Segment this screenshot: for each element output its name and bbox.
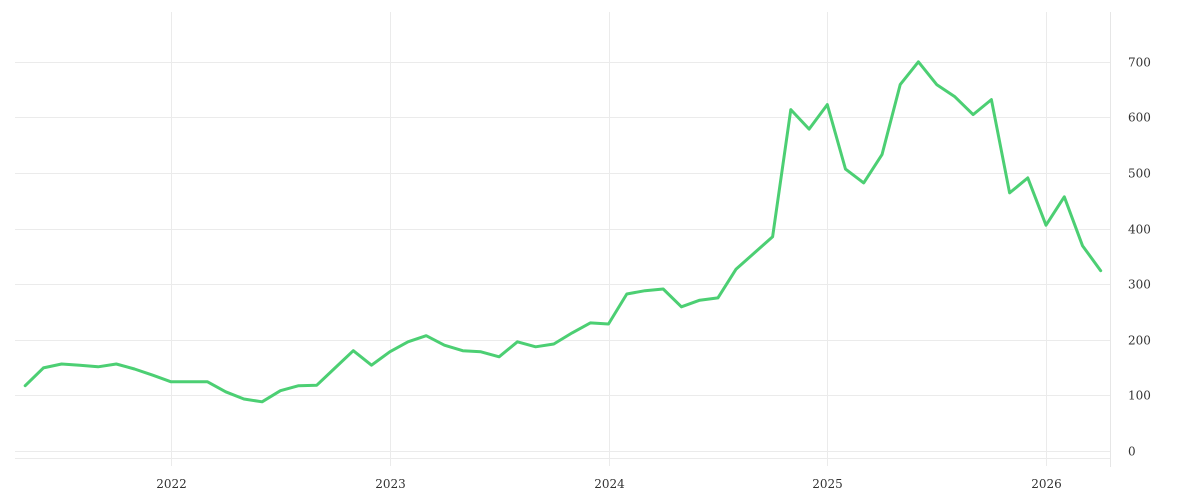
data-series-line (23, 60, 1103, 404)
y-tick-label: 500 (1128, 167, 1151, 181)
y-tick-label: 700 (1128, 56, 1151, 70)
y-tick-label: 200 (1128, 334, 1151, 348)
horizontal-gridlines (15, 62, 1110, 452)
x-tick-label: 2024 (594, 477, 625, 491)
y-tick-label: 0 (1128, 445, 1136, 459)
x-tick-label: 2025 (812, 477, 843, 491)
vertical-gridlines (171, 12, 1047, 466)
y-axis-tick-labels: 0 100 200 300 400 500 600 700 (1128, 56, 1151, 459)
y-tick-label: 300 (1128, 278, 1151, 292)
y-tick-label: 400 (1128, 223, 1151, 237)
x-axis-tick-labels: 2022 2023 2024 2025 2026 (156, 477, 1062, 491)
y-tick-label: 100 (1128, 389, 1151, 403)
x-tick-label: 2026 (1031, 477, 1062, 491)
x-tick-label: 2022 (156, 477, 187, 491)
x-tick-label: 2023 (375, 477, 406, 491)
y-tick-label: 600 (1128, 111, 1151, 125)
